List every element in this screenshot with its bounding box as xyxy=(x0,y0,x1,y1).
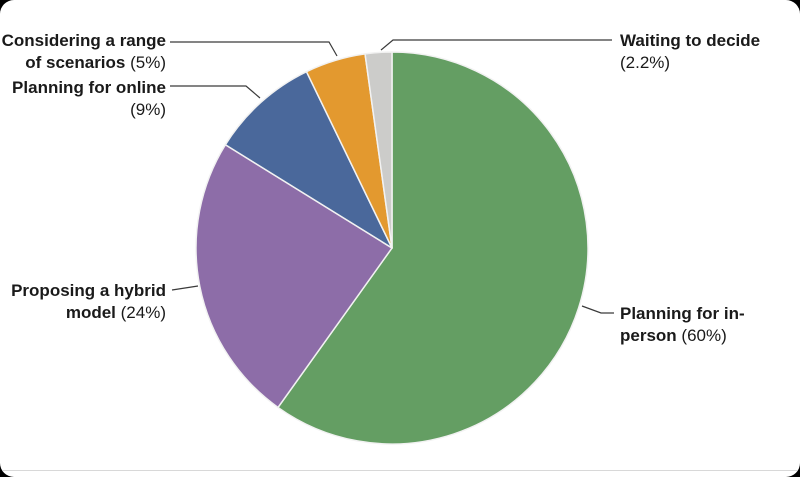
callout-label-line1: Planning for online xyxy=(12,78,166,97)
callout-label-proposing-a-hybrid-model: Proposing a hybrid model (24%) xyxy=(0,280,166,324)
pie-slice-waiting-to-decide xyxy=(364,51,393,249)
callout-line-planning-for-online xyxy=(170,85,261,99)
callout-line-proposing-a-hybrid-model xyxy=(171,285,199,291)
callout-label-percent: (2.2%) xyxy=(620,53,671,72)
callout-label-considering-a-range-of-scenarios: Considering a range of scenarios (5%) xyxy=(0,30,166,74)
callout-label-line1: Proposing a hybrid xyxy=(11,281,166,300)
callout-label-percent: (9%) xyxy=(130,100,166,119)
callout-label-line1: Considering a range xyxy=(1,31,166,50)
callout-line-planning-for-in-person xyxy=(581,305,614,314)
pie-slice-planning-for-in-person xyxy=(277,51,589,445)
callout-label-planning-for-in-person: Planning for in- person (60%) xyxy=(620,303,780,347)
callout-label-waiting-to-decide: Waiting to decide (2.2%) xyxy=(620,30,790,74)
callout-label-percent: (5%) xyxy=(130,53,166,72)
pie-slice-proposing-a-hybrid-model xyxy=(195,143,393,409)
callout-label-line2: of scenarios xyxy=(25,53,131,72)
callout-label-percent: (24%) xyxy=(120,303,166,322)
bottom-divider xyxy=(0,470,800,471)
callout-line-waiting-to-decide xyxy=(380,39,612,51)
callout-label-percent: (60%) xyxy=(681,326,727,345)
pie-slice-planning-for-online xyxy=(224,70,393,249)
callout-label-line1: Planning for in- xyxy=(620,304,745,323)
callout-label-line2: model xyxy=(65,303,121,322)
callout-label-line2: person xyxy=(620,326,682,345)
callout-label-line1: Waiting to decide xyxy=(620,31,761,50)
callout-line-considering-a-range-of-scenarios xyxy=(170,41,338,57)
callout-label-planning-for-online: Planning for online (9%) xyxy=(0,77,166,121)
